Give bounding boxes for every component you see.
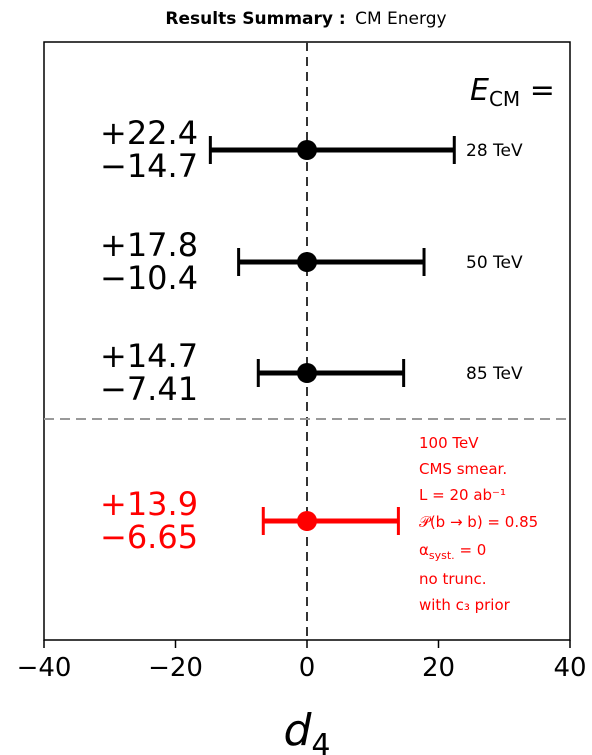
chart-title-bold: Results Summary :	[165, 9, 345, 29]
annotation-syst-main: α	[419, 541, 429, 559]
annotation-lumi: L = 20 ab⁻¹	[419, 486, 506, 504]
error-minus-label: −10.4	[100, 259, 198, 297]
x-tick-label: 20	[422, 653, 455, 683]
error-minus-label: −6.65	[100, 518, 198, 556]
x-axis-label-sub: 4	[311, 728, 330, 755]
annotation-syst-sub: syst.	[429, 549, 455, 562]
error-plus-label: +22.4	[100, 114, 198, 152]
annotation-prior: with c₃ prior	[419, 596, 511, 614]
error-minus-label: −14.7	[100, 147, 198, 185]
annotation-block: 100 TeV CMS smear. L = 20 ab⁻¹ 𝒫(b → b) …	[419, 434, 538, 614]
annotation-energy: 100 TeV	[419, 434, 479, 452]
data-point	[297, 511, 317, 531]
ecm-header-suffix: =	[520, 73, 555, 108]
annotation-trunc: no trunc.	[419, 570, 487, 588]
energy-label: 50 TeV	[466, 253, 523, 273]
error-plus-label: +13.9	[100, 485, 198, 523]
x-tick-label: −20	[148, 653, 203, 683]
error-plus-label: +17.8	[100, 226, 198, 264]
ecm-header-sub: CM	[489, 87, 520, 111]
x-tick-label: 0	[299, 653, 316, 683]
annotation-btag: 𝒫(b → b) = 0.85	[419, 513, 538, 531]
chart-title: Results Summary : CM Energy	[165, 9, 446, 29]
data-point	[297, 363, 317, 383]
x-tick-label: −40	[17, 653, 72, 683]
x-axis-label-main: d	[283, 705, 312, 755]
data-point	[297, 140, 317, 160]
data-point	[297, 252, 317, 272]
energy-label: 85 TeV	[466, 364, 523, 384]
error-minus-label: −7.41	[100, 370, 198, 408]
annotation-syst-suffix: = 0	[455, 541, 487, 559]
x-axis-label: d4	[283, 705, 330, 755]
ecm-header-main: E	[470, 73, 489, 108]
annotation-smear: CMS smear.	[419, 460, 507, 478]
x-tick-label: 40	[553, 653, 586, 683]
annotation-syst: αsyst. = 0	[419, 541, 486, 562]
ecm-header-label: ECM =	[470, 73, 555, 111]
error-plus-label: +14.7	[100, 337, 198, 375]
chart-title-normal: CM Energy	[355, 9, 446, 29]
energy-label: 28 TeV	[466, 141, 523, 161]
